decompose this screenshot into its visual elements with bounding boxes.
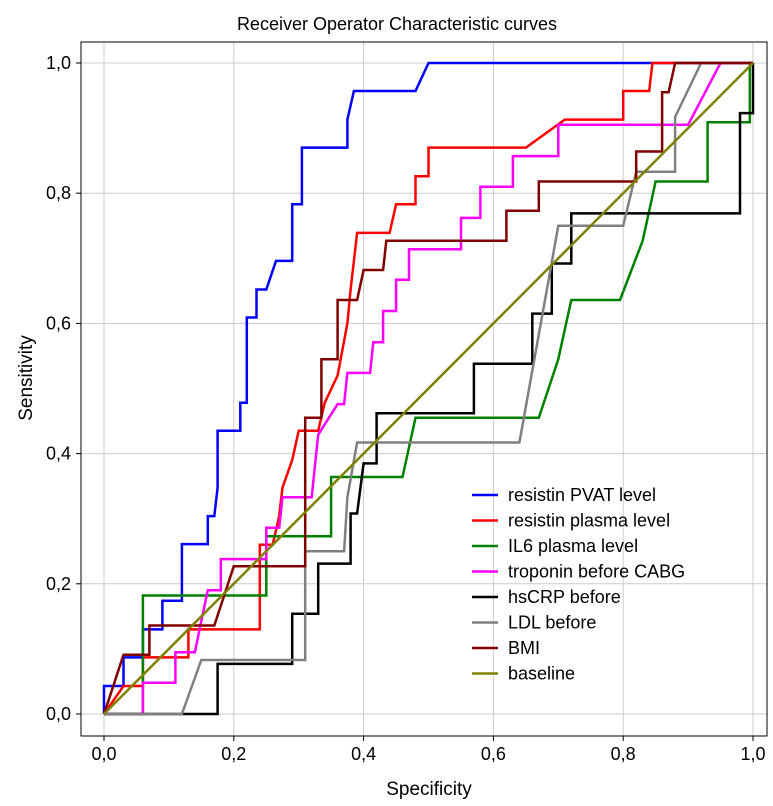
legend-label-baseline: baseline	[508, 664, 575, 684]
y-tick-label: 0,2	[46, 574, 71, 594]
tick-layer: 0,0 0,2 0,4 0,6 0,8 1,0 0,0 0,2 0,4 0,6 0,8 1,0	[46, 53, 766, 764]
series-line-bmi	[102, 61, 753, 715]
legend-label-ldl-before: LDL before	[508, 613, 596, 633]
series-line-il6-plasma-level	[104, 61, 753, 716]
plot-frame	[80, 41, 768, 737]
series-layer	[102, 61, 755, 716]
x-tick-label: 0,4	[351, 744, 376, 764]
x-tick-label: 0,2	[221, 744, 246, 764]
series-line-ldl-before	[104, 61, 753, 716]
legend-label-hscrp-before: hsCRP before	[508, 587, 621, 607]
series-line-hscrp-before	[104, 63, 755, 716]
grid-layer	[81, 42, 767, 736]
x-tick-label: 1,0	[740, 744, 765, 764]
legend-label-troponin-before-cabg: troponin before CABG	[508, 562, 685, 582]
chart-title: Receiver Operator Characteristic curves	[237, 14, 557, 34]
series-line-troponin-before-cabg	[104, 61, 753, 716]
series-line-resistin-plasma-level	[102, 61, 753, 715]
legend-label-resistin-pvat-level: resistin PVAT level	[508, 485, 656, 505]
x-tick-label: 0,8	[611, 744, 636, 764]
y-tick-label: 0,6	[46, 313, 71, 333]
y-tick-label: 1,0	[46, 53, 71, 73]
y-tick-label: 0,0	[46, 704, 71, 724]
legend: resistin PVAT level resistin plasma level…	[472, 485, 685, 684]
series-line-baseline	[103, 62, 754, 715]
x-axis-label: Specificity	[386, 779, 472, 800]
legend-label-il6-plasma-level: IL6 plasma level	[508, 536, 638, 556]
y-tick-label: 0,4	[46, 444, 71, 464]
y-tick-label: 0,8	[46, 183, 71, 203]
legend-label-bmi: BMI	[508, 638, 540, 658]
y-axis-label: Sensitivity	[16, 335, 37, 421]
x-tick-label: 0,0	[91, 744, 116, 764]
legend-label-resistin-plasma-level: resistin plasma level	[508, 511, 670, 531]
series-line-resistin-pvat-level	[102, 61, 753, 714]
x-tick-label: 0,6	[481, 744, 506, 764]
